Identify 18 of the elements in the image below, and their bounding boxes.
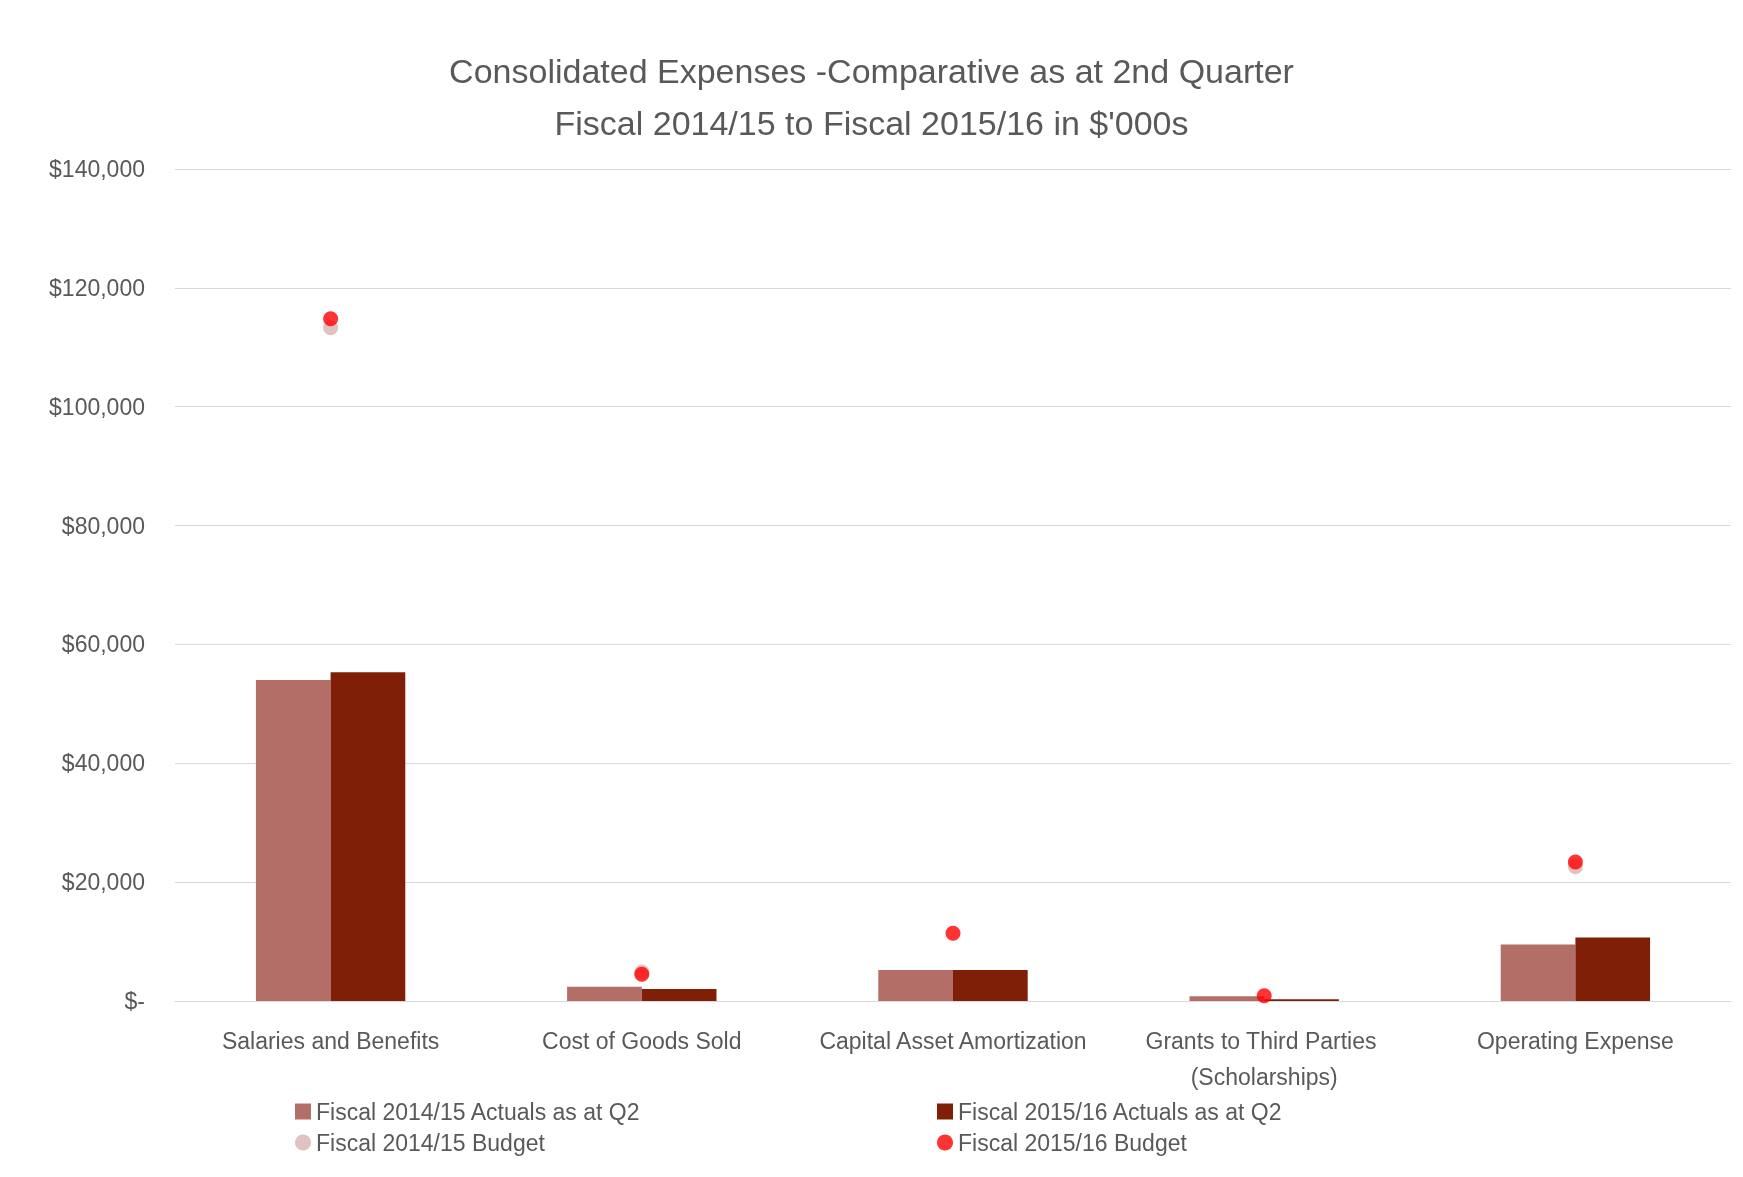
legend-label: Fiscal 2014/15 Budget	[316, 1129, 546, 1156]
y-tick-label: $140,000	[49, 156, 145, 182]
legend-label: Fiscal 2014/15 Actuals as at Q2	[316, 1098, 640, 1125]
y-tick-label: $-	[124, 988, 145, 1014]
x-tick-label: Grants to Third Parties (Scholarships)	[1145, 1028, 1383, 1090]
y-tick-label: $100,000	[49, 393, 145, 420]
x-tick-label: Operating Expense	[1476, 1028, 1674, 1054]
y-tick-label: $40,000	[61, 750, 145, 777]
legend-label: Fiscal 2015/16 Actuals as at Q2	[958, 1098, 1282, 1125]
y-tick-label: $60,000	[61, 631, 145, 658]
y-tick-label: $80,000	[61, 512, 145, 539]
x-tick-label: Capital Asset Amortization	[819, 1028, 1087, 1054]
legend-label: Fiscal 2015/16 Budget	[958, 1129, 1188, 1156]
x-tick-label: Salaries and Benefits	[221, 1028, 440, 1054]
chart-title: Consolidated Expenses -Comparative as at 2nd Quarter Fiscal 2014/15 to Fiscal 2015/16 in $'000s	[449, 52, 1294, 142]
y-tick-label: $120,000	[49, 274, 145, 301]
y-tick-label: $20,000	[61, 869, 145, 896]
x-tick-label: Cost of Goods Sold	[542, 1028, 742, 1054]
